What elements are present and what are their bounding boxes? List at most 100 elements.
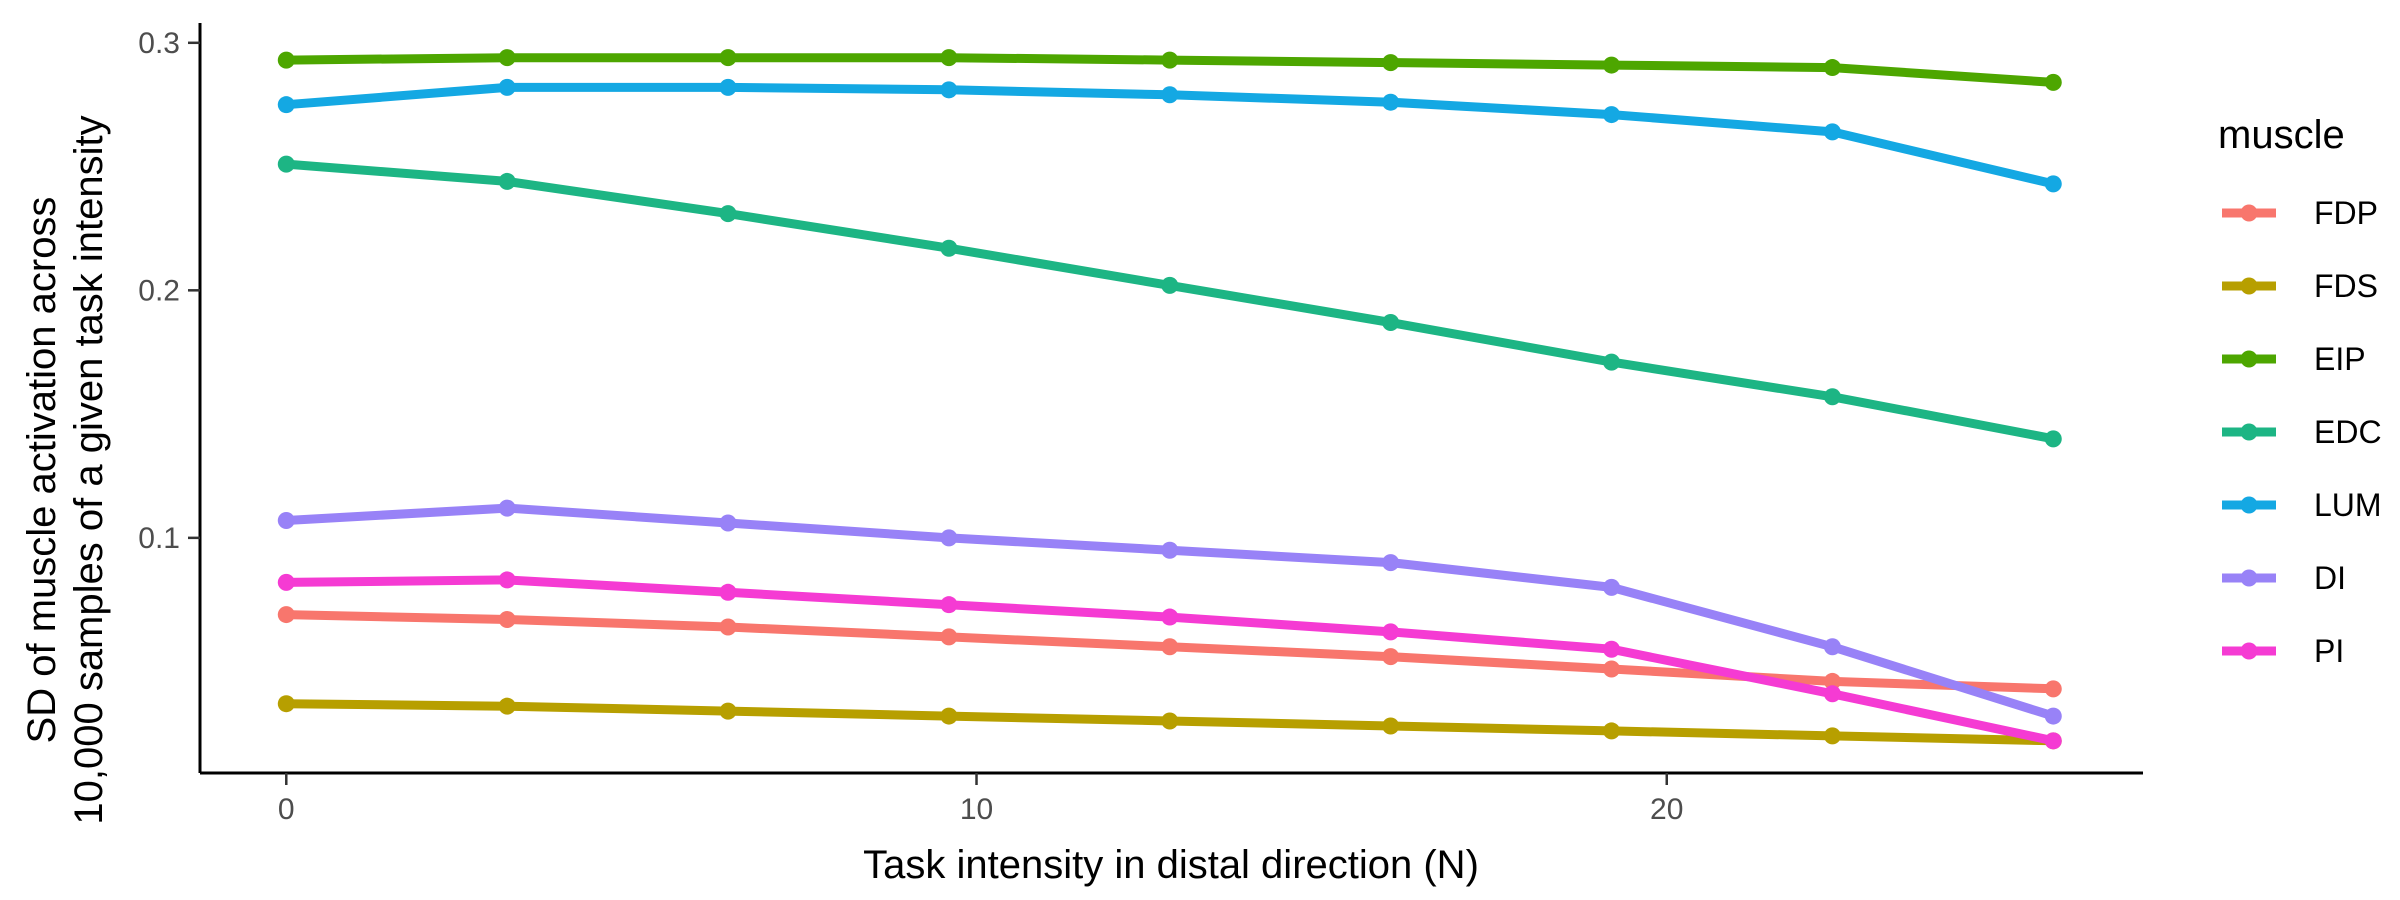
legend-label-fdp: FDP — [2314, 195, 2378, 231]
data-point-pi — [498, 571, 516, 589]
legend-key-point — [2240, 496, 2258, 514]
data-point-lum — [719, 78, 737, 96]
legend-label-di: DI — [2314, 560, 2346, 596]
data-point-fds — [498, 697, 516, 715]
data-point-di — [1382, 554, 1400, 572]
y-tick-label: 0.3 — [138, 27, 180, 60]
data-point-edc — [1161, 276, 1179, 294]
legend: muscle FDP FDS EIP EDC LUM DI PI — [2218, 113, 2382, 669]
y-axis-title: SD of muscle activation across 10,000 sa… — [20, 115, 111, 824]
data-point-pi — [940, 596, 958, 614]
series-eip — [277, 49, 2062, 91]
data-point-fdp — [940, 628, 958, 646]
data-point-edc — [1382, 314, 1400, 332]
data-point-fdp — [277, 606, 295, 624]
x-tick-label: 20 — [1650, 793, 1683, 826]
data-point-edc — [498, 172, 516, 190]
data-point-fdp — [1603, 660, 1621, 678]
data-point-lum — [940, 81, 958, 99]
series-di — [277, 499, 2062, 725]
legend-title: muscle — [2218, 113, 2345, 157]
data-point-edc — [1603, 353, 1621, 371]
data-point-fdp — [1382, 648, 1400, 666]
series-lum — [277, 78, 2062, 193]
series-fds — [277, 695, 2062, 750]
legend-item-fdp: FDP — [2222, 195, 2378, 231]
data-point-eip — [1382, 54, 1400, 72]
data-point-fds — [1603, 722, 1621, 740]
data-point-lum — [1161, 86, 1179, 104]
data-point-fds — [719, 702, 737, 720]
data-point-eip — [498, 49, 516, 67]
data-point-di — [1823, 638, 1841, 656]
legend-item-fds: FDS — [2222, 268, 2378, 304]
data-point-lum — [1382, 93, 1400, 111]
legend-item-pi: PI — [2222, 633, 2344, 669]
data-point-di — [940, 529, 958, 547]
legend-label-fds: FDS — [2314, 268, 2378, 304]
series-edc — [277, 155, 2062, 448]
legend-item-di: DI — [2222, 560, 2346, 596]
legend-key-point — [2240, 569, 2258, 587]
legend-key-point — [2240, 642, 2258, 660]
data-point-edc — [940, 239, 958, 257]
data-point-fdp — [1823, 672, 1841, 690]
data-point-edc — [2044, 430, 2062, 448]
data-point-eip — [277, 51, 295, 69]
data-point-fds — [1161, 712, 1179, 730]
data-point-fds — [1823, 727, 1841, 745]
series-line-edc — [281, 159, 2058, 444]
data-point-di — [277, 512, 295, 530]
data-point-fdp — [719, 618, 737, 636]
y-tick-label: 0.2 — [138, 274, 180, 307]
x-axis-title: Task intensity in distal direction (N) — [863, 843, 1479, 887]
y-axis-ticks: 0.1 0.2 0.3 — [138, 27, 200, 555]
data-point-fdp — [1161, 638, 1179, 656]
data-point-di — [1161, 541, 1179, 559]
legend-label-edc: EDC — [2314, 414, 2382, 450]
data-point-lum — [2044, 175, 2062, 193]
data-point-eip — [1603, 56, 1621, 74]
series-layer — [277, 49, 2062, 750]
data-point-fds — [1382, 717, 1400, 735]
y-tick-label: 0.1 — [138, 522, 180, 555]
data-point-di — [2044, 707, 2062, 725]
data-point-lum — [1603, 106, 1621, 124]
data-point-eip — [1823, 59, 1841, 77]
y-axis-title-line-2: 10,000 samples of a given task intensity — [67, 115, 111, 824]
legend-label-pi: PI — [2314, 633, 2344, 669]
data-point-lum — [277, 96, 295, 114]
data-point-edc — [277, 155, 295, 173]
legend-item-eip: EIP — [2222, 341, 2366, 377]
legend-item-edc: EDC — [2222, 414, 2382, 450]
data-point-eip — [1161, 51, 1179, 69]
data-point-pi — [1161, 608, 1179, 626]
x-tick-label: 0 — [278, 793, 295, 826]
data-point-edc — [719, 205, 737, 223]
legend-label-lum: LUM — [2314, 487, 2382, 523]
data-point-eip — [2044, 73, 2062, 91]
axes — [198, 23, 2143, 775]
data-point-fdp — [498, 611, 516, 629]
y-axis-title-line-1: SD of muscle activation across — [20, 197, 64, 744]
x-tick-label: 10 — [960, 793, 993, 826]
legend-key-point — [2240, 423, 2258, 441]
data-point-edc — [1823, 388, 1841, 406]
data-point-pi — [2044, 732, 2062, 750]
data-point-fdp — [2044, 680, 2062, 698]
x-axis-ticks: 0 10 20 — [278, 773, 1683, 826]
data-point-fds — [940, 707, 958, 725]
data-point-pi — [1823, 685, 1841, 703]
legend-key-point — [2240, 204, 2258, 222]
data-point-di — [1603, 578, 1621, 596]
data-point-pi — [1382, 623, 1400, 641]
data-point-eip — [940, 49, 958, 67]
legend-item-lum: LUM — [2222, 487, 2382, 523]
data-point-di — [719, 514, 737, 532]
data-point-pi — [1603, 640, 1621, 658]
legend-key-point — [2240, 350, 2258, 368]
data-point-lum — [1823, 123, 1841, 141]
series-pi — [277, 571, 2062, 750]
data-point-pi — [277, 573, 295, 591]
